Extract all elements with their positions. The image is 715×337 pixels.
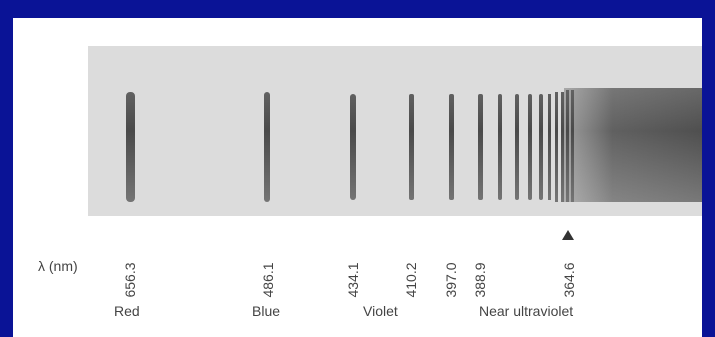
spectrum-lines-graphic [88, 46, 702, 216]
wavelength-label: 388.9 [472, 262, 488, 298]
wavelength-label: 434.1 [345, 262, 361, 298]
wavelength-axis-label: λ (nm) [38, 258, 78, 274]
region-label-red: Red [114, 303, 140, 319]
region-label-violet: Violet [363, 303, 398, 319]
region-label-near-ultraviolet: Near ultraviolet [479, 303, 574, 319]
series-limit-marker-icon [562, 230, 574, 240]
wavelength-label: 364.6 [561, 262, 577, 298]
wavelength-label: 656.3 [122, 262, 138, 298]
wavelength-label: 410.2 [403, 262, 419, 298]
wavelength-label: 397.0 [443, 262, 459, 298]
region-label-blue: Blue [252, 303, 281, 319]
spectrum-photo [88, 46, 702, 216]
spectrum-figure: λ (nm) 656.3 486.1 434.1 410.2 397.0 388… [13, 18, 702, 337]
wavelength-label: 486.1 [260, 262, 276, 298]
